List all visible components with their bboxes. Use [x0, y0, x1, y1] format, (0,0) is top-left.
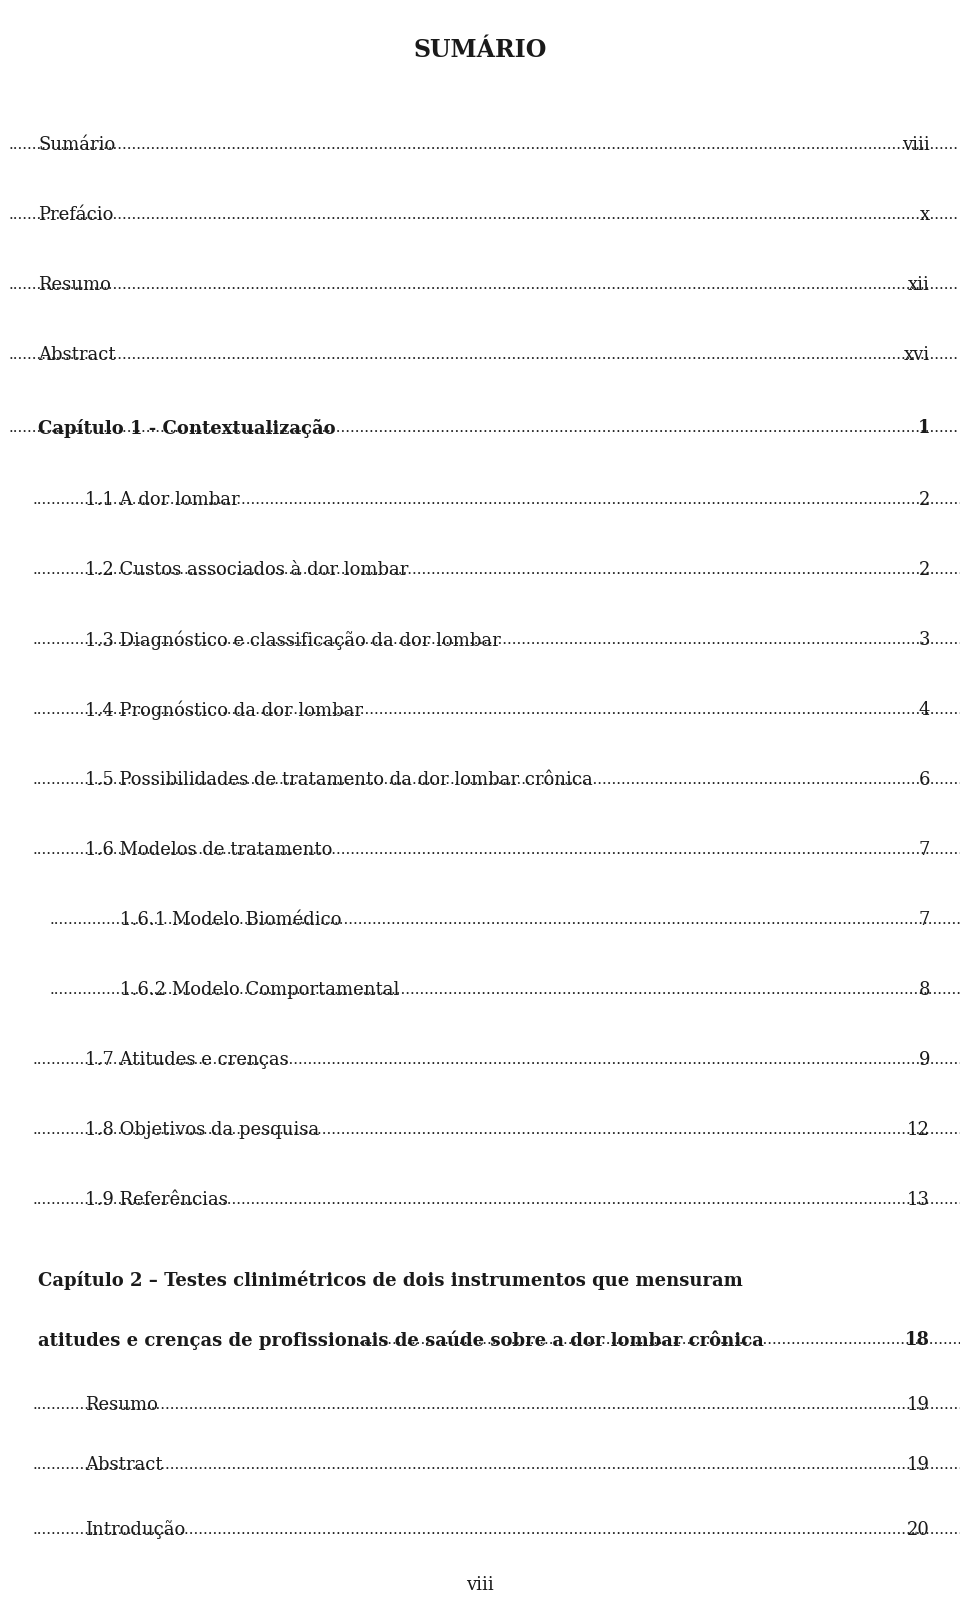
Text: ................................................................................: ........................................… — [33, 773, 960, 787]
Text: ................................................................................: ........................................… — [33, 704, 960, 717]
Text: 2: 2 — [919, 491, 930, 510]
Text: ................................................................................: ........................................… — [33, 1398, 960, 1412]
Text: 13: 13 — [907, 1191, 930, 1209]
Text: viii: viii — [902, 136, 930, 154]
Text: 1.2 Custos associados à dor lombar: 1.2 Custos associados à dor lombar — [85, 561, 408, 579]
Text: ................................................................................: ........................................… — [33, 1193, 960, 1207]
Text: 1.4 Prognóstico da dor lombar: 1.4 Prognóstico da dor lombar — [85, 701, 363, 720]
Text: 12: 12 — [907, 1120, 930, 1140]
Text: x: x — [920, 207, 930, 224]
Text: Sumário: Sumário — [38, 136, 115, 154]
Text: 4: 4 — [919, 701, 930, 720]
Text: ................................................................................: ........................................… — [9, 422, 959, 434]
Text: 19: 19 — [907, 1396, 930, 1414]
Text: ................................................................................: ........................................… — [33, 1124, 960, 1137]
Text: ................................................................................: ........................................… — [50, 914, 960, 927]
Text: Capítulo 2 – Testes clinimétricos de dois instrumentos que mensuram: Capítulo 2 – Testes clinimétricos de doi… — [38, 1270, 743, 1290]
Text: 1.5 Possibilidades de tratamento da dor lombar crônica: 1.5 Possibilidades de tratamento da dor … — [85, 771, 592, 789]
Text: atitudes e crenças de profissionais de saúde sobre a dor lombar crônica: atitudes e crenças de profissionais de s… — [38, 1330, 764, 1350]
Text: ................................................................................: ........................................… — [33, 633, 960, 648]
Text: 7: 7 — [919, 842, 930, 859]
Text: Abstract: Abstract — [38, 346, 115, 364]
Text: Resumo: Resumo — [38, 276, 110, 293]
Text: 8: 8 — [919, 981, 930, 999]
Text: ................................................................................: ........................................… — [9, 138, 959, 152]
Text: Introdução: Introdução — [85, 1521, 185, 1539]
Text: Prefácio: Prefácio — [38, 207, 113, 224]
Text: ................................................................................: ........................................… — [355, 1334, 960, 1347]
Text: 1.1 A dor lombar: 1.1 A dor lombar — [85, 491, 240, 510]
Text: 1.3 Diagnóstico e classificação da dor lombar: 1.3 Diagnóstico e classificação da dor l… — [85, 630, 501, 649]
Text: ................................................................................: ........................................… — [33, 1053, 960, 1068]
Text: ................................................................................: ........................................… — [33, 1459, 960, 1472]
Text: xvi: xvi — [904, 346, 930, 364]
Text: 18: 18 — [905, 1330, 930, 1350]
Text: 20: 20 — [907, 1521, 930, 1539]
Text: 1: 1 — [918, 418, 930, 438]
Text: 6: 6 — [919, 771, 930, 789]
Text: 3: 3 — [919, 632, 930, 649]
Text: ................................................................................: ........................................… — [33, 1523, 960, 1537]
Text: 19: 19 — [907, 1456, 930, 1475]
Text: Abstract: Abstract — [85, 1456, 162, 1475]
Text: ................................................................................: ........................................… — [50, 983, 960, 997]
Text: SUMÁRIO: SUMÁRIO — [414, 38, 546, 63]
Text: 1.6.2 Modelo Comportamental: 1.6.2 Modelo Comportamental — [120, 981, 399, 999]
Text: ................................................................................: ........................................… — [9, 277, 959, 292]
Text: xii: xii — [908, 276, 930, 293]
Text: 1.9 Referências: 1.9 Referências — [85, 1191, 228, 1209]
Text: 2: 2 — [919, 561, 930, 579]
Text: 7: 7 — [919, 911, 930, 930]
Text: ................................................................................: ........................................… — [33, 563, 960, 577]
Text: 1.8 Objetivos da pesquisa: 1.8 Objetivos da pesquisa — [85, 1120, 320, 1140]
Text: ................................................................................: ........................................… — [33, 494, 960, 507]
Text: ................................................................................: ........................................… — [9, 208, 959, 221]
Text: Capítulo 1 - Contextualização: Capítulo 1 - Contextualização — [38, 418, 336, 438]
Text: ................................................................................: ........................................… — [9, 348, 959, 362]
Text: 1.7 Atitudes e crenças: 1.7 Atitudes e crenças — [85, 1052, 289, 1069]
Text: Resumo: Resumo — [85, 1396, 157, 1414]
Text: ................................................................................: ........................................… — [33, 843, 960, 858]
Text: 1.6 Modelos de tratamento: 1.6 Modelos de tratamento — [85, 842, 332, 859]
Text: 1.6.1 Modelo Biomédico: 1.6.1 Modelo Biomédico — [120, 911, 342, 930]
Text: viii: viii — [467, 1576, 493, 1593]
Text: 9: 9 — [919, 1052, 930, 1069]
